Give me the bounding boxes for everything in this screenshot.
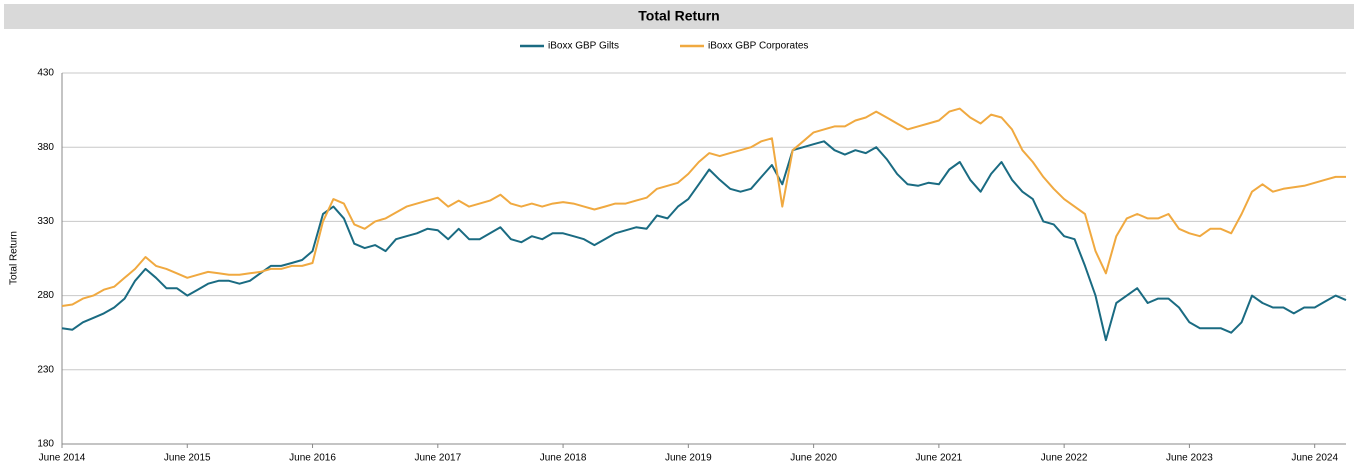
y-tick-label: 330 bbox=[37, 216, 54, 227]
x-tick-label: June 2023 bbox=[1166, 453, 1213, 464]
legend-label: iBoxx GBP Gilts bbox=[548, 41, 619, 52]
x-tick-label: June 2022 bbox=[1041, 453, 1088, 464]
x-tick-label: June 2017 bbox=[414, 453, 461, 464]
series-line bbox=[61, 107, 1346, 307]
x-tick-label: June 2016 bbox=[289, 453, 336, 464]
x-tick-label: June 2019 bbox=[665, 453, 712, 464]
series-line bbox=[61, 140, 1347, 342]
x-tick-label: June 2021 bbox=[916, 453, 963, 464]
y-axis-label: Total Return bbox=[9, 231, 20, 285]
x-tick-label: June 2015 bbox=[164, 453, 211, 464]
y-tick-label: 230 bbox=[37, 364, 54, 375]
x-tick-label: June 2014 bbox=[39, 453, 86, 464]
x-tick-label: June 2018 bbox=[540, 453, 587, 464]
legend-label: iBoxx GBP Corporates bbox=[708, 41, 808, 52]
chart-title: Total Return bbox=[638, 8, 719, 24]
title-bar bbox=[4, 4, 1354, 29]
y-tick-label: 380 bbox=[37, 142, 54, 153]
y-tick-label: 180 bbox=[37, 439, 54, 450]
y-tick-label: 280 bbox=[37, 290, 54, 301]
x-tick-label: June 2020 bbox=[790, 453, 837, 464]
x-tick-label: June 2024 bbox=[1291, 453, 1338, 464]
y-tick-label: 430 bbox=[37, 68, 54, 79]
